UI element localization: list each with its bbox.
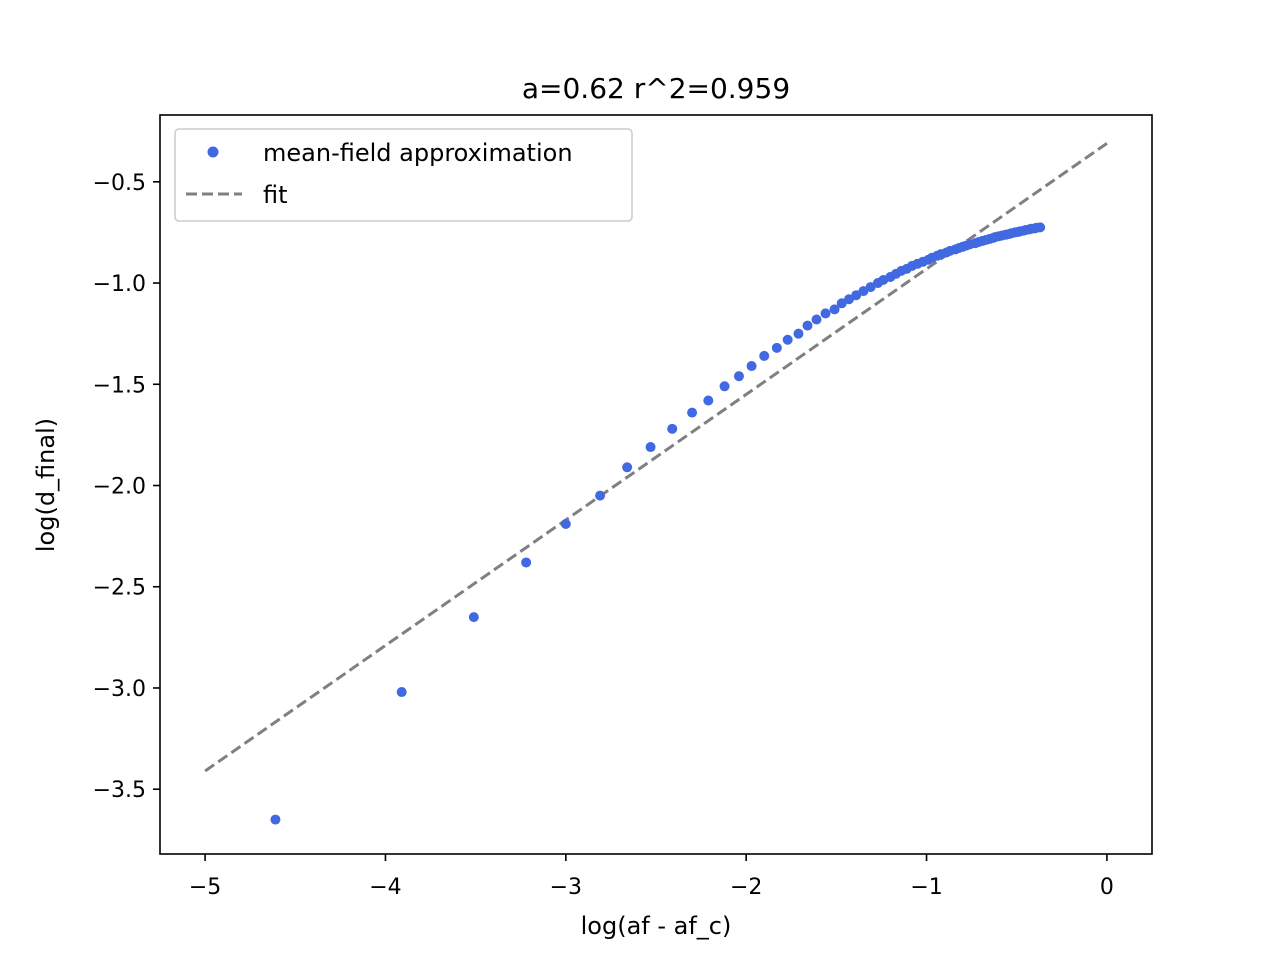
data-point <box>733 371 744 382</box>
data-point <box>595 490 606 501</box>
legend-label-fit: fit <box>263 181 288 209</box>
data-point <box>793 328 804 339</box>
data-point <box>521 557 532 568</box>
data-point <box>622 462 633 473</box>
data-point <box>645 442 656 453</box>
x-tick-label: −1 <box>910 875 942 900</box>
x-tick-label: 0 <box>1100 875 1114 900</box>
x-tick-label: −3 <box>550 875 582 900</box>
data-point <box>560 518 571 529</box>
axes-frame <box>159 114 1153 855</box>
data-point <box>703 395 714 406</box>
data-point <box>1035 222 1046 233</box>
data-point <box>802 320 813 331</box>
y-tick-label: −0.5 <box>93 171 146 196</box>
y-tick-label: −1.0 <box>93 272 146 297</box>
data-point <box>782 334 793 345</box>
x-axis: −5 −4 −3 −2 −1 0 <box>189 854 1114 900</box>
plot-area <box>204 142 1108 825</box>
x-tick-label: −2 <box>730 875 762 900</box>
y-tick-label: −3.5 <box>93 778 146 803</box>
x-tick-label: −4 <box>369 875 401 900</box>
chart-title: a=0.62 r^2=0.959 <box>522 72 790 105</box>
fit-line <box>204 142 1108 773</box>
y-axis-label: log(d_final) <box>32 418 60 552</box>
data-point <box>829 304 840 315</box>
legend: mean-field approximation fit <box>174 128 633 222</box>
data-point <box>746 361 757 372</box>
legend-box <box>174 128 633 222</box>
y-tick-label: −1.5 <box>93 373 146 398</box>
data-point <box>820 308 831 319</box>
data-point <box>667 423 678 434</box>
x-tick-label: −5 <box>189 875 221 900</box>
y-axis: −3.5 −3.0 −2.5 −2.0 −1.5 −1.0 −0.5 <box>93 171 160 803</box>
data-point <box>759 350 770 361</box>
legend-marker-points <box>207 146 219 158</box>
y-tick-label: −2.0 <box>93 475 146 500</box>
data-point <box>270 814 281 825</box>
data-point <box>687 407 698 418</box>
data-point <box>468 612 479 623</box>
legend-label-points: mean-field approximation <box>263 139 573 167</box>
data-point <box>811 314 822 325</box>
data-point <box>719 381 730 392</box>
x-axis-label: log(af - af_c) <box>581 912 732 940</box>
data-point <box>771 342 782 353</box>
y-tick-label: −2.5 <box>93 576 146 601</box>
y-tick-label: −3.0 <box>93 677 146 702</box>
data-point <box>396 687 407 698</box>
